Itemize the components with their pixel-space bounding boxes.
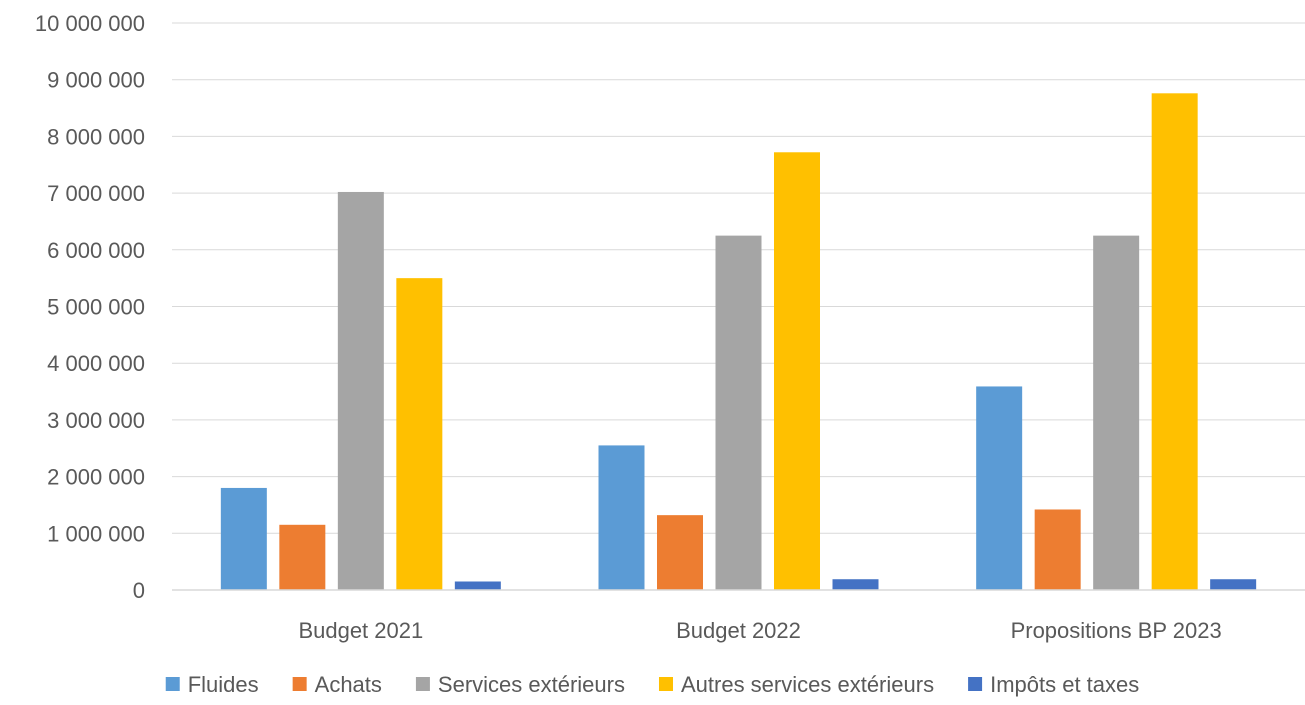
legend: Fluides Achats Services extérieurs Autres s… — [166, 672, 1140, 697]
bar-fluides-0 — [221, 488, 267, 590]
legend-item: Fluides — [166, 672, 259, 697]
bar-achats-1 — [657, 515, 703, 590]
y-tick-label: 1 000 000 — [47, 521, 145, 546]
legend-label: Autres services extérieurs — [681, 672, 934, 697]
y-axis-tick-labels: 0 1 000 000 2 000 000 3 000 000 4 000 000 5 0… — [35, 11, 145, 603]
bar-imp-ts-et-taxes-2 — [1210, 579, 1256, 590]
bar-imp-ts-et-taxes-0 — [455, 581, 501, 590]
legend-label: Services extérieurs — [438, 672, 625, 697]
x-category-label: Propositions BP 2023 — [1011, 618, 1222, 643]
y-tick-label: 4 000 000 — [47, 351, 145, 376]
bar-services-ext-rieurs-1 — [716, 236, 762, 590]
bar-achats-2 — [1035, 509, 1081, 590]
legend-label: Fluides — [188, 672, 259, 697]
x-category-label: Budget 2021 — [298, 618, 423, 643]
bar-fluides-2 — [976, 386, 1022, 590]
bar-imp-ts-et-taxes-1 — [833, 579, 879, 590]
legend-item: Autres services extérieurs — [659, 672, 934, 697]
legend-label: Impôts et taxes — [990, 672, 1139, 697]
legend-item: Achats — [293, 672, 382, 697]
legend-swatch — [293, 677, 307, 691]
y-tick-label: 3 000 000 — [47, 408, 145, 433]
legend-swatch — [968, 677, 982, 691]
x-category-label: Budget 2022 — [676, 618, 801, 643]
x-axis-category-labels: Budget 2021 Budget 2022 Propositions BP 20… — [298, 618, 1221, 643]
y-tick-label: 10 000 000 — [35, 11, 145, 36]
legend-label: Achats — [315, 672, 382, 697]
y-tick-label: 0 — [133, 578, 145, 603]
bar-services-ext-rieurs-0 — [338, 192, 384, 590]
legend-swatch — [416, 677, 430, 691]
bar-autres-services-ext-rieurs-0 — [396, 278, 442, 590]
bar-autres-services-ext-rieurs-2 — [1152, 93, 1198, 590]
legend-item: Impôts et taxes — [968, 672, 1139, 697]
bar-autres-services-ext-rieurs-1 — [774, 152, 820, 590]
y-tick-label: 5 000 000 — [47, 295, 145, 320]
bar-services-ext-rieurs-2 — [1093, 236, 1139, 590]
bar-achats-0 — [279, 525, 325, 590]
y-tick-label: 7 000 000 — [47, 181, 145, 206]
y-tick-label: 6 000 000 — [47, 238, 145, 263]
y-tick-label: 8 000 000 — [47, 124, 145, 149]
legend-item: Services extérieurs — [416, 672, 625, 697]
legend-swatch — [659, 677, 673, 691]
y-tick-label: 9 000 000 — [47, 68, 145, 93]
bar-fluides-1 — [599, 445, 645, 590]
bars — [221, 93, 1256, 590]
y-tick-label: 2 000 000 — [47, 465, 145, 490]
legend-swatch — [166, 677, 180, 691]
